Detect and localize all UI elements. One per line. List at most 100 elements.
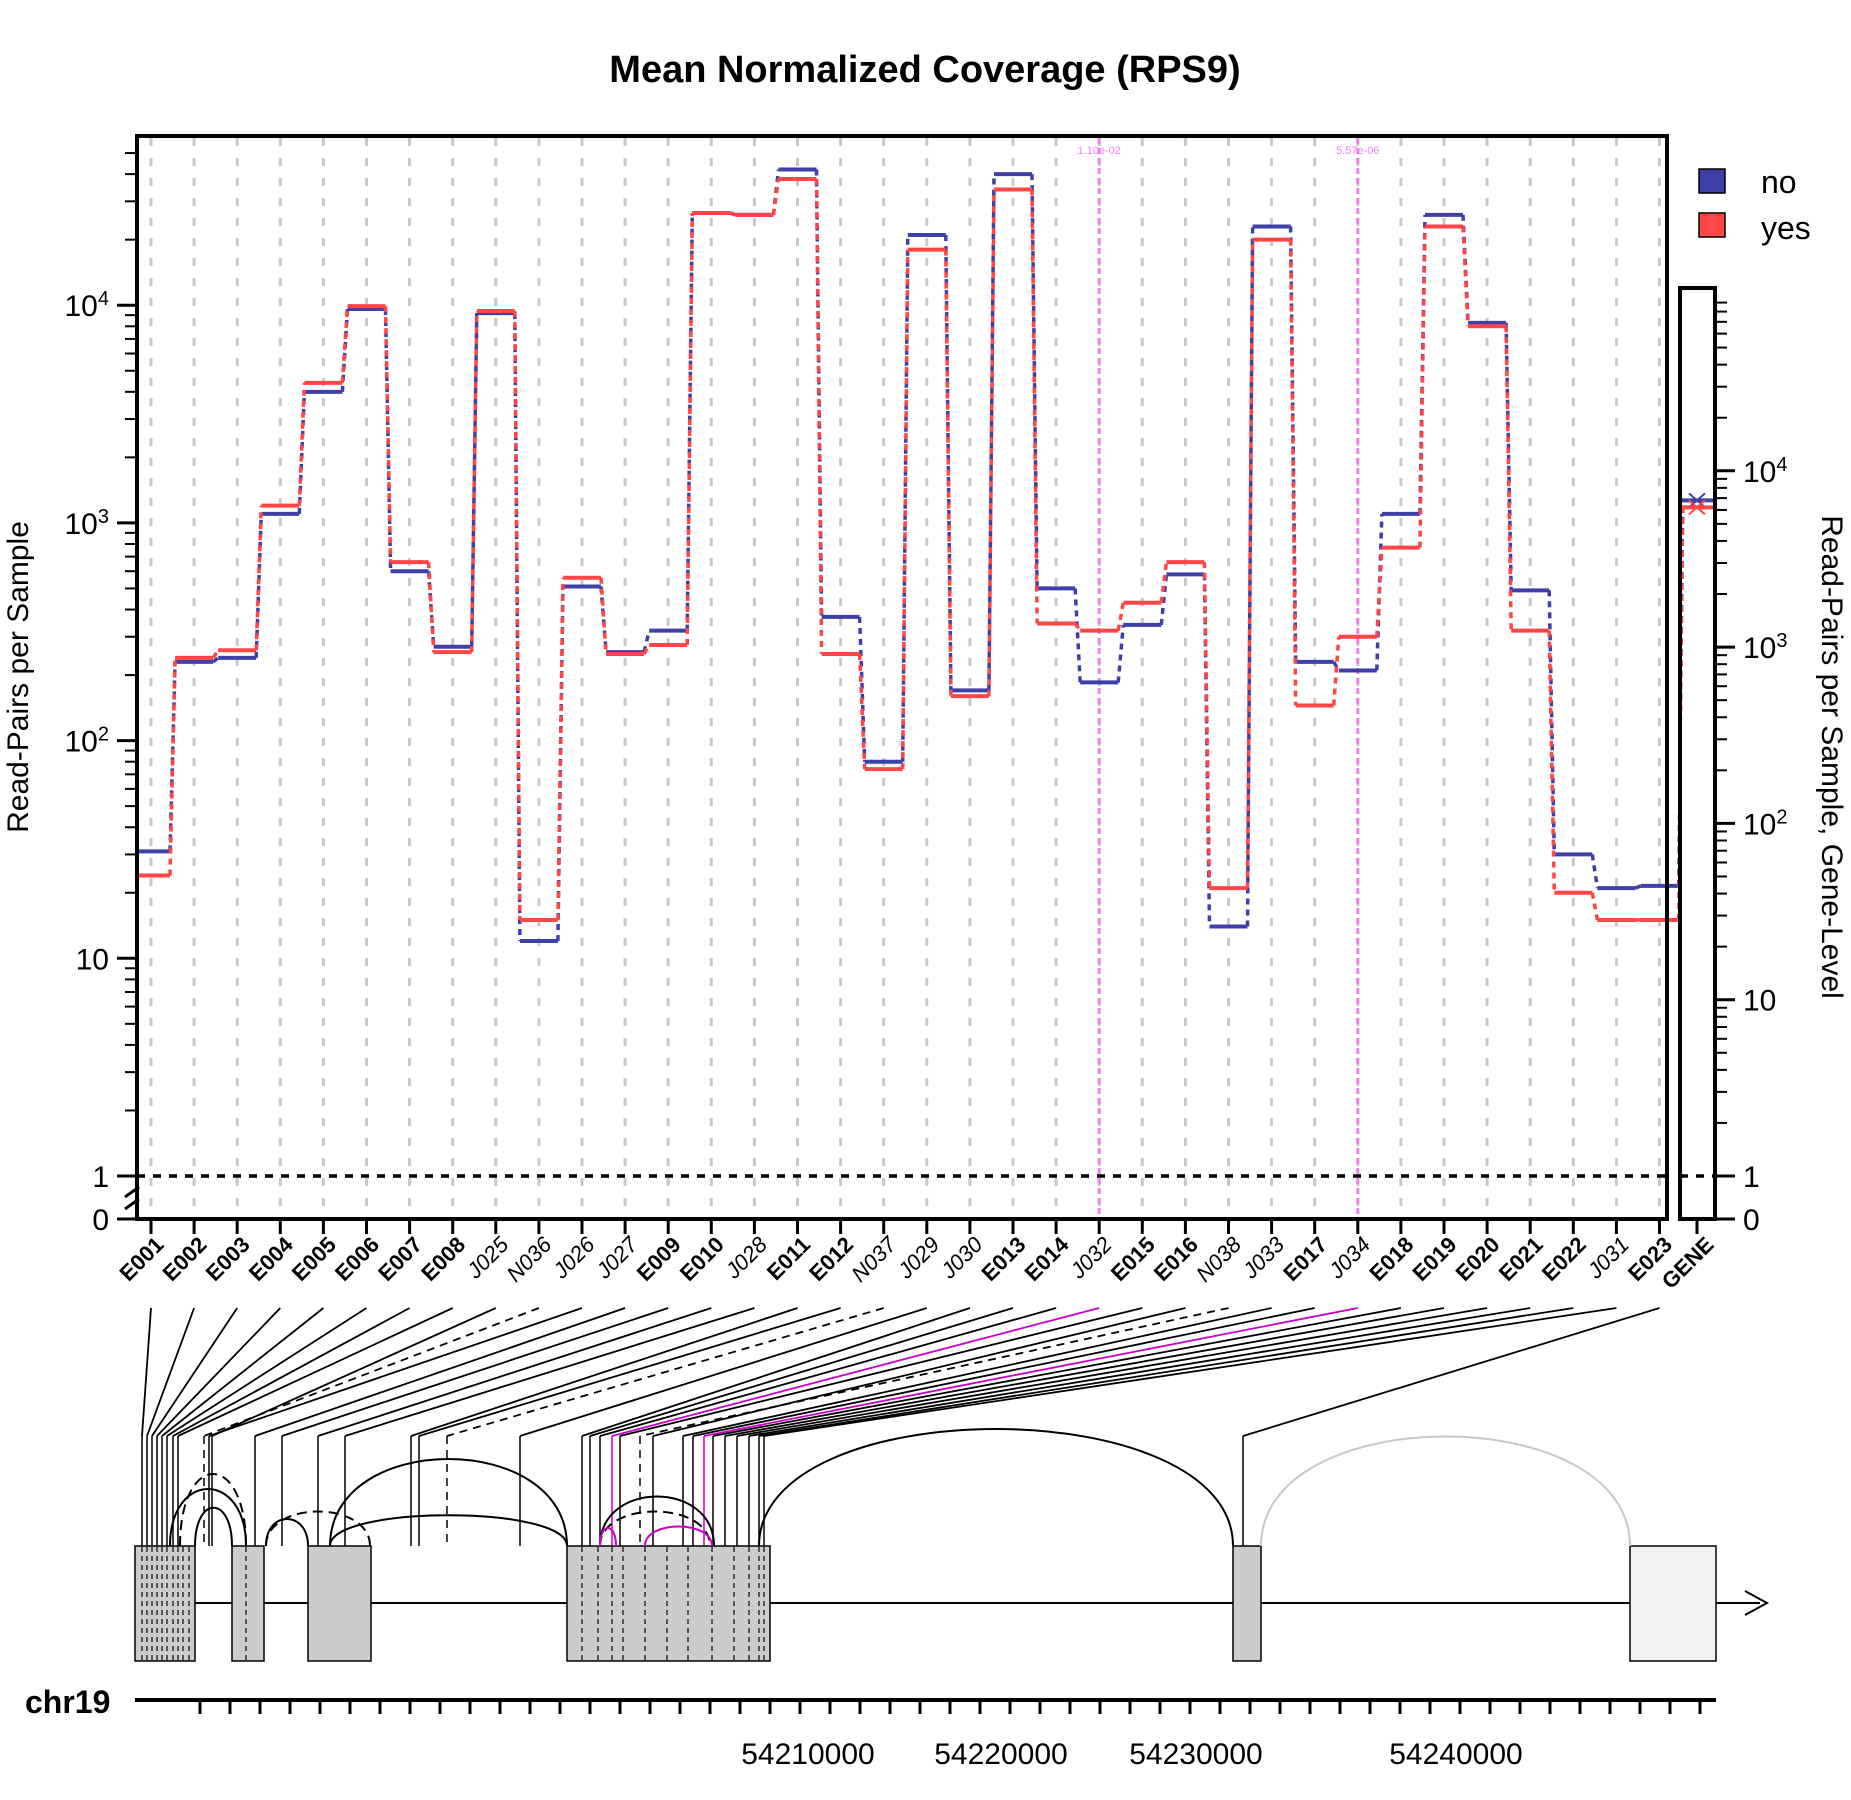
feature-label-E017: E017: [1278, 1232, 1332, 1286]
feature-label-E008: E008: [416, 1232, 470, 1286]
series-connector-no: [642, 630, 651, 653]
feature-label-E013: E013: [977, 1232, 1031, 1286]
series-connector-no: [1159, 574, 1169, 626]
connector-E003: [151, 1307, 238, 1437]
connector-J026: [208, 1307, 583, 1437]
connector-E023: [1242, 1307, 1660, 1437]
series-connector-yes: [1375, 547, 1384, 637]
exon-block: [134, 1545, 196, 1662]
series-connector-no: [469, 313, 479, 647]
axis-break: [124, 1185, 140, 1199]
connector-E005: [161, 1307, 324, 1437]
legend-swatch-no: [1698, 168, 1726, 194]
feature-label-J025: J025: [461, 1231, 514, 1284]
genomic-position-axis: chr19 54210000 54220000 54230000 54240000: [25, 1684, 1716, 1771]
connector-J033: [682, 1307, 1272, 1437]
feature-label-E009: E009: [632, 1232, 686, 1286]
connector-J029: [519, 1307, 928, 1437]
series-connector-yes: [1116, 602, 1126, 631]
splice-junction-arc: [599, 1510, 711, 1547]
series-connector-no: [168, 661, 177, 852]
connector-E015: [619, 1307, 1143, 1437]
feature-label-J026: J026: [547, 1231, 600, 1284]
splice-junction-arc: [329, 1458, 568, 1547]
connector-E012: [418, 1307, 841, 1437]
y-axis-right: 0 1 10 102 103 104: [1715, 301, 1788, 1237]
connector-E001: [141, 1307, 152, 1437]
series-connector-no: [513, 313, 522, 942]
series-connector-no: [1418, 214, 1427, 514]
series-connector-yes: [944, 249, 953, 697]
y-tick-label-right: 103: [1743, 630, 1788, 665]
y-tick-label: 104: [65, 288, 110, 323]
feature-label-J029: J029: [892, 1232, 944, 1284]
series-connector-yes: [1245, 239, 1255, 889]
series-connector-yes: [1288, 239, 1298, 706]
feature-label-E006: E006: [330, 1232, 384, 1286]
axis-break: [124, 1197, 140, 1211]
series-connector-no: [1030, 174, 1039, 589]
connector-J030: [581, 1307, 971, 1437]
splice-junction-arc: [1260, 1435, 1631, 1547]
connector-N038: [639, 1307, 1229, 1437]
feature-label-E007: E007: [373, 1232, 427, 1286]
feature-label-J032: J032: [1065, 1232, 1117, 1284]
feature-label-E022: E022: [1537, 1232, 1591, 1286]
feature-connectors: [141, 1307, 1660, 1546]
series-connector-no: [1634, 884, 1642, 890]
connector-E009: [281, 1307, 669, 1437]
series-connector-yes: [771, 178, 781, 216]
strand-arrow: [1744, 1590, 1770, 1616]
legend: no yes: [1698, 164, 1811, 246]
exon-block: [307, 1545, 372, 1662]
connector-J032: [611, 1307, 1100, 1437]
gene-model-track: [134, 1428, 1770, 1662]
splice-junction-arc: [599, 1495, 715, 1547]
series-connector-yes: [469, 311, 479, 653]
series-connector-yes: [857, 653, 867, 770]
series-connector-no: [1245, 226, 1255, 927]
connector-E017: [692, 1307, 1315, 1437]
gene-marker-no: [1688, 492, 1706, 509]
exon-block: [566, 1545, 771, 1662]
series-connector-yes: [1331, 636, 1341, 706]
connector-E011: [410, 1307, 798, 1437]
genomic-tick-label: 54240000: [1389, 1738, 1522, 1771]
connector-E018: [712, 1307, 1402, 1437]
chart-title: Mean Normalized Coverage (RPS9): [609, 49, 1240, 91]
gene-marker-yes: [1688, 499, 1706, 516]
feature-label-J033: J033: [1237, 1231, 1290, 1284]
connector-E004: [156, 1307, 281, 1437]
series-connector-yes: [383, 306, 393, 563]
series-connector-yes: [1418, 226, 1427, 548]
feature-label-E015: E015: [1106, 1232, 1160, 1286]
feature-label-E003: E003: [201, 1232, 255, 1286]
series-connector-no: [685, 213, 695, 631]
splice-junction-arc: [265, 1518, 309, 1547]
connector-J031: [763, 1307, 1617, 1437]
feature-label-E014: E014: [1020, 1231, 1075, 1286]
connector-E008: [177, 1307, 454, 1437]
feature-axis-labels: E001E002E003E004E005E006E007E008J025N036…: [115, 1219, 1719, 1294]
series-connector-no: [1116, 624, 1126, 683]
series-connector-yes: [814, 178, 824, 654]
genomic-tick-label: 54220000: [934, 1738, 1067, 1771]
connector-E006: [166, 1307, 367, 1437]
connector-E014: [599, 1307, 1057, 1437]
series-connector-no: [1504, 322, 1513, 591]
series-connector-no: [297, 391, 307, 514]
connector-E016: [652, 1307, 1186, 1437]
y-axis-title-right: Read-Pairs per Sample, Gene-Level: [1815, 515, 1848, 999]
y-axis-left: 0 1 10 102 103 104: [65, 152, 140, 1237]
main-plot-area: 1.10e-02 5.57e-06: [137, 138, 1685, 1217]
series-connector-no: [1073, 588, 1082, 683]
feature-label-E021: E021: [1494, 1232, 1548, 1286]
feature-label-J028: J028: [720, 1231, 773, 1284]
splice-junction-arc: [265, 1510, 371, 1547]
feature-label-J030: J030: [935, 1231, 988, 1284]
series-connector-yes: [642, 644, 651, 655]
y-tick-label: 1: [92, 1161, 109, 1194]
series-connector-yes: [599, 577, 608, 655]
series-connector-no: [599, 586, 608, 653]
